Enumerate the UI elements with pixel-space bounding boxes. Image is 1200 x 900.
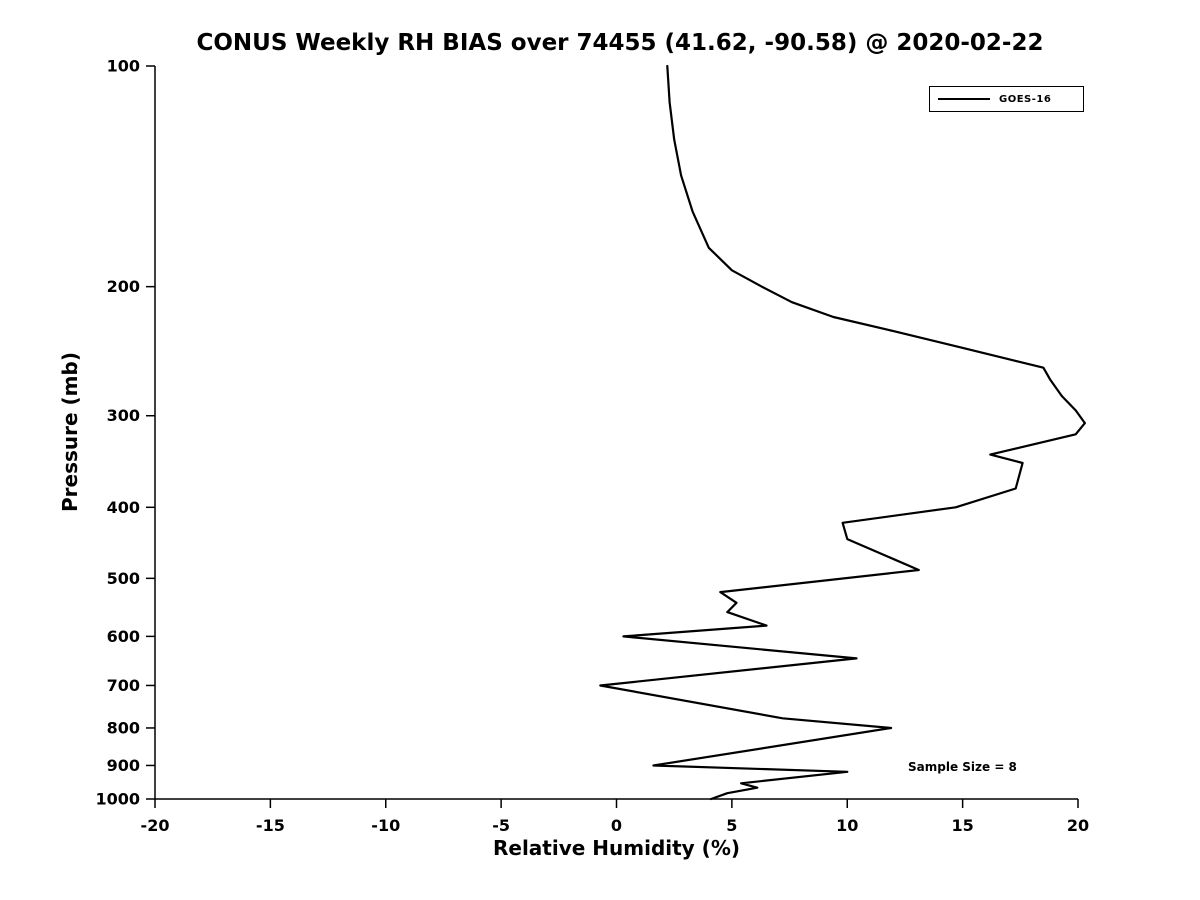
legend-line-sample [938,98,990,100]
x-tick-label: 0 [611,816,622,835]
sample-size-annotation: Sample Size = 8 [908,760,1017,774]
y-tick-label: 700 [107,676,140,695]
y-tick-label: 100 [107,57,140,76]
x-tick-label: 15 [951,816,973,835]
y-tick-label: 300 [107,406,140,425]
x-tick-label: -15 [256,816,285,835]
x-tick-label: -10 [371,816,400,835]
x-tick-label: -5 [492,816,510,835]
y-tick-label: 200 [107,277,140,296]
series-line-goes-16 [599,64,1087,801]
tick-labels: -20 -15 -10 -5 0 5 10 15 20 100 200 300 400 500 600 700… [95,57,1089,836]
x-tick-label: 10 [836,816,858,835]
y-tick-label: 1000 [95,790,140,809]
chart-title: CONUS Weekly RH BIAS over 74455 (41.62, … [196,30,1044,56]
x-tick-label: -20 [141,816,170,835]
x-axis-label: Relative Humidity (%) [492,836,741,860]
legend: GOES-16 [929,86,1084,112]
y-tick-label: 600 [107,627,140,646]
y-tick-label: 500 [107,569,140,588]
y-tick-label: 900 [107,756,140,775]
x-tick-label: 20 [1067,816,1089,835]
x-tick-label: 5 [726,816,737,835]
y-tick-label: 800 [107,718,140,737]
y-tick-label: 400 [107,498,140,517]
legend-label: GOES-16 [999,93,1052,105]
axes [146,65,1079,808]
